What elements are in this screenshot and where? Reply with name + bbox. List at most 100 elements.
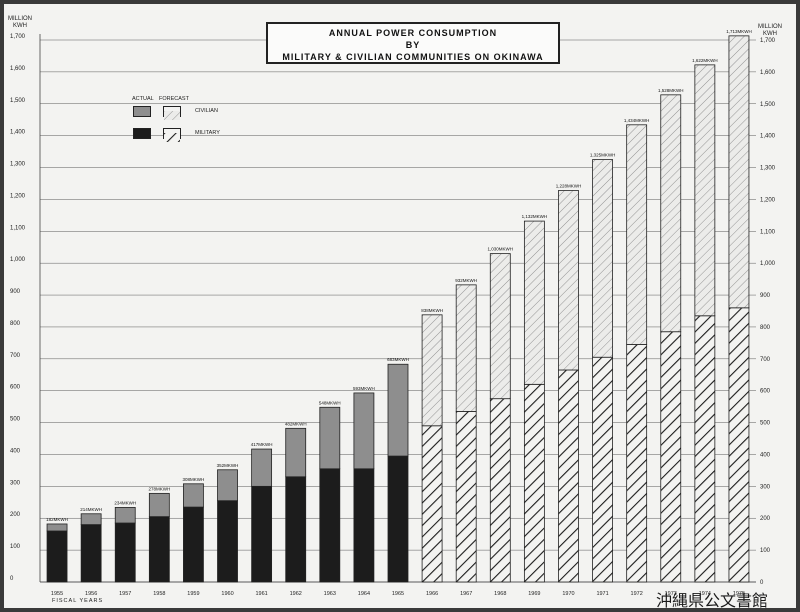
y-tick-label-left: 1,500	[10, 98, 26, 104]
bar-civilian-1957	[114, 506, 136, 524]
x-tick-label: 1970	[562, 591, 574, 597]
y-tick-label-right: 500	[760, 421, 771, 427]
y-tick-label-left: 1,200	[10, 193, 26, 199]
legend-swatch-military-actual	[133, 128, 151, 139]
bar-civilian-1970	[558, 190, 579, 371]
bar-civilian-1960	[217, 469, 238, 502]
bar-civilian-1974	[694, 64, 716, 317]
bar-civilian-1962	[285, 427, 307, 478]
bar-total-label: 352MKWH	[217, 463, 239, 468]
x-tick-label: 1975	[733, 591, 745, 597]
y-tick-label-right: 1,200	[760, 197, 776, 203]
y-tick-label-left: 1,000	[10, 257, 26, 263]
bar-civilian-1956	[80, 513, 102, 526]
y-tick-label-right: 600	[760, 389, 771, 395]
bar-total-label: 214MKWH	[80, 507, 102, 512]
bar-total-label: 1,713MKWH	[726, 29, 752, 34]
bar-military-1974	[694, 315, 716, 583]
bar-total-label: 683MKWH	[387, 357, 409, 362]
legend-forecast-label: FORECAST	[159, 96, 189, 102]
bar-total-label: 182MKWH	[46, 517, 68, 522]
bar-military-1969	[523, 383, 545, 583]
bar-military-1975	[728, 307, 750, 583]
x-tick-label: 1964	[358, 591, 370, 597]
y-tick-label-right: 1,500	[760, 102, 776, 108]
x-tick-label: 1974	[699, 591, 711, 597]
y-axis-unit-left: MILLION KWH	[8, 16, 32, 30]
x-tick-label: 1965	[392, 591, 404, 597]
y-tick-label-right: 900	[760, 293, 771, 299]
x-tick-label: 1955	[51, 591, 63, 597]
y-tick-label-left: 100	[10, 544, 21, 550]
bar-total-label: 482MKWH	[285, 421, 307, 426]
y-tick-label-right: 1,700	[760, 38, 776, 44]
bar-total-label: 1,132MKWH	[522, 214, 548, 219]
legend-swatch-civilian-forecast	[163, 106, 181, 120]
x-tick-label: 1962	[290, 591, 302, 597]
archive-watermark: 沖縄県公文書館	[655, 591, 768, 610]
bar-military-1962	[285, 476, 307, 583]
bar-military-1968	[489, 398, 511, 583]
y-tick-label-right: 1,100	[760, 229, 776, 235]
legend-civilian-label: CIVILIAN	[195, 108, 218, 114]
y-tick-label-right: 800	[760, 325, 771, 331]
x-tick-label: 1967	[460, 591, 472, 597]
bar-civilian-1967	[455, 284, 477, 412]
y-tick-label-right: 400	[760, 452, 771, 458]
bar-civilian-1961	[251, 448, 273, 487]
y-axis-unit-right: MILLION KWH	[758, 24, 782, 38]
chart-title-line-2: BY	[405, 40, 421, 50]
bar-chart: 0 0 100 100 200 200 300 300 400 400 500 500 600 600 70…	[10, 29, 776, 597]
bar-military-1972	[626, 344, 648, 583]
bar-total-label: 838MKWH	[421, 308, 443, 313]
y-tick-label-right: 0	[760, 580, 764, 586]
bar-military-1955	[46, 530, 68, 583]
bar-total-label: 278MKWH	[148, 486, 170, 491]
legend: ACTUAL FORECAST CIVILIAN MILITARY	[129, 96, 269, 146]
bar-military-1956	[80, 524, 102, 583]
y-tick-label-left: 200	[10, 512, 21, 518]
bar-civilian-1972	[626, 124, 648, 345]
bar-military-1965	[387, 455, 409, 583]
bar-total-label: 1,622MKWH	[692, 58, 718, 63]
bar-civilian-1965	[387, 363, 409, 457]
bar-total-label: 234MKWH	[114, 500, 136, 505]
x-tick-label: 1971	[596, 591, 608, 597]
y-tick-label-right: 1,000	[760, 261, 776, 267]
chart-title-line-1: ANNUAL POWER CONSUMPTION	[328, 28, 498, 38]
y-tick-label-right: 300	[760, 484, 771, 490]
y-tick-label-right: 200	[760, 516, 771, 522]
bar-civilian-1955	[46, 523, 68, 532]
bar-total-label: 1,434MKWH	[624, 118, 650, 123]
chart-title-line-3: MILITARY & CIVILIAN COMMUNITIES ON OKINA…	[282, 52, 544, 62]
x-tick-label: 1960	[221, 591, 233, 597]
bar-civilian-1963	[319, 406, 341, 470]
y-tick-label-right: 1,300	[760, 166, 776, 172]
chart-board: 0 0 100 100 200 200 300 300 400 400 500 500 600 600 70…	[4, 4, 796, 610]
bar-military-1958	[148, 516, 170, 583]
x-tick-label: 1969	[528, 591, 540, 597]
y-tick-label-left: 1,400	[10, 130, 26, 136]
bar-civilian-1968	[489, 253, 511, 400]
y-tick-label-right: 100	[760, 548, 771, 554]
y-tick-label-left: 0	[10, 576, 14, 582]
x-tick-label: 1959	[187, 591, 199, 597]
bar-total-label: 1,228MKWH	[556, 183, 582, 188]
bar-military-1963	[319, 468, 341, 583]
bar-total-label: 1,325MKWH	[590, 153, 616, 158]
bar-total-label: 308MKWH	[183, 477, 205, 482]
x-tick-label: 1958	[153, 591, 165, 597]
x-tick-label: 1957	[119, 591, 131, 597]
y-tick-label-left: 1,300	[10, 162, 26, 168]
bar-civilian-1966	[421, 314, 443, 427]
y-tick-label-left: 700	[10, 353, 21, 359]
y-tick-label-left: 900	[10, 289, 21, 295]
bar-total-label: 593MKWH	[353, 386, 375, 391]
bar-civilian-1975	[728, 35, 750, 309]
y-tick-label-left: 1,600	[10, 66, 26, 72]
bar-civilian-1971	[592, 159, 613, 358]
y-unit-right-line-1: MILLION	[758, 24, 783, 30]
bar-total-label: 1,528MKWH	[658, 88, 684, 93]
bar-civilian-1958	[148, 492, 170, 518]
bar-military-1971	[592, 356, 613, 583]
